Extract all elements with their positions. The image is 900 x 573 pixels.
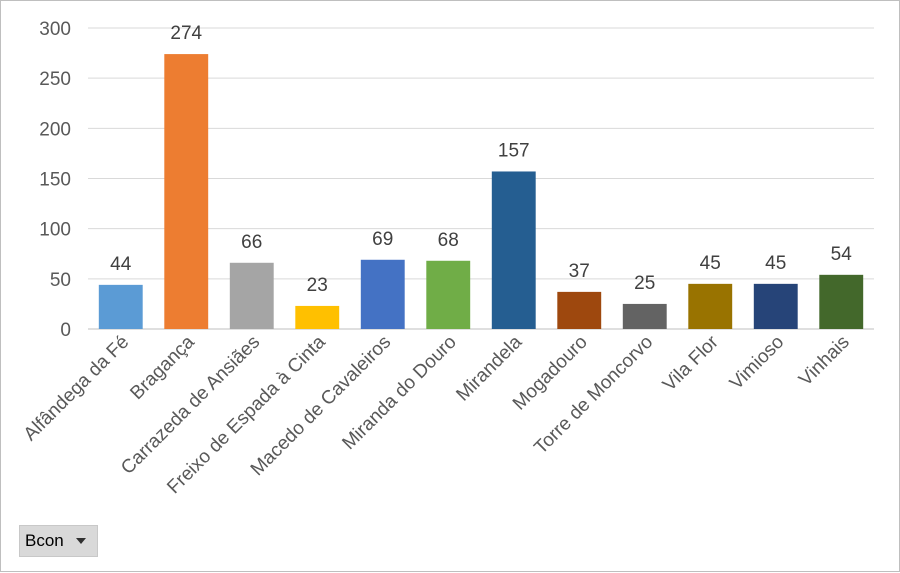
bar [557,291,602,329]
y-tick-label: 200 [39,119,71,140]
bars [98,54,864,329]
data-label: 25 [634,273,655,294]
y-tick-label: 250 [39,69,71,90]
bar [295,305,340,329]
category-label: Vinhais [795,332,854,391]
category-label: Miranda do Douro [338,332,460,454]
category-label: Vila Flor [659,331,723,395]
data-label: 23 [307,275,328,296]
bar [688,283,733,329]
dropdown-arrow-icon[interactable] [75,538,86,544]
y-tick-label: 50 [50,270,71,291]
bar [229,262,274,329]
bar [622,303,667,329]
data-label: 68 [438,230,459,251]
bar [491,171,536,329]
y-tick-label: 0 [60,320,71,341]
gridlines [88,27,874,330]
field-filter-button[interactable]: Bcon [19,525,98,557]
y-tick-label: 100 [39,220,71,241]
bar [98,284,143,329]
bar [164,54,209,329]
filter-label: Bcon [25,531,64,550]
bar [426,260,471,329]
data-label: 45 [700,253,721,274]
data-label: 54 [831,244,853,265]
category-label: Torre de Moncorvo [530,332,657,459]
y-tick-label: 150 [39,170,71,191]
data-labels: 44 274 66 23 69 68 157 37 25 45 45 54 [110,23,852,296]
bar [753,283,798,329]
data-label: 37 [569,261,590,282]
y-axis-ticks: 0 50 100 150 200 250 300 [39,19,71,341]
data-label: 274 [170,23,202,44]
bar [360,259,405,329]
data-label: 44 [110,254,132,275]
data-label: 157 [498,140,530,161]
category-label: Vimioso [726,332,788,394]
data-label: 69 [372,229,393,250]
data-label: 45 [765,253,786,274]
bar [819,274,864,329]
y-tick-label: 300 [39,19,71,40]
data-label: 66 [241,232,262,253]
category-label: Alfândega da Fé [20,332,133,445]
